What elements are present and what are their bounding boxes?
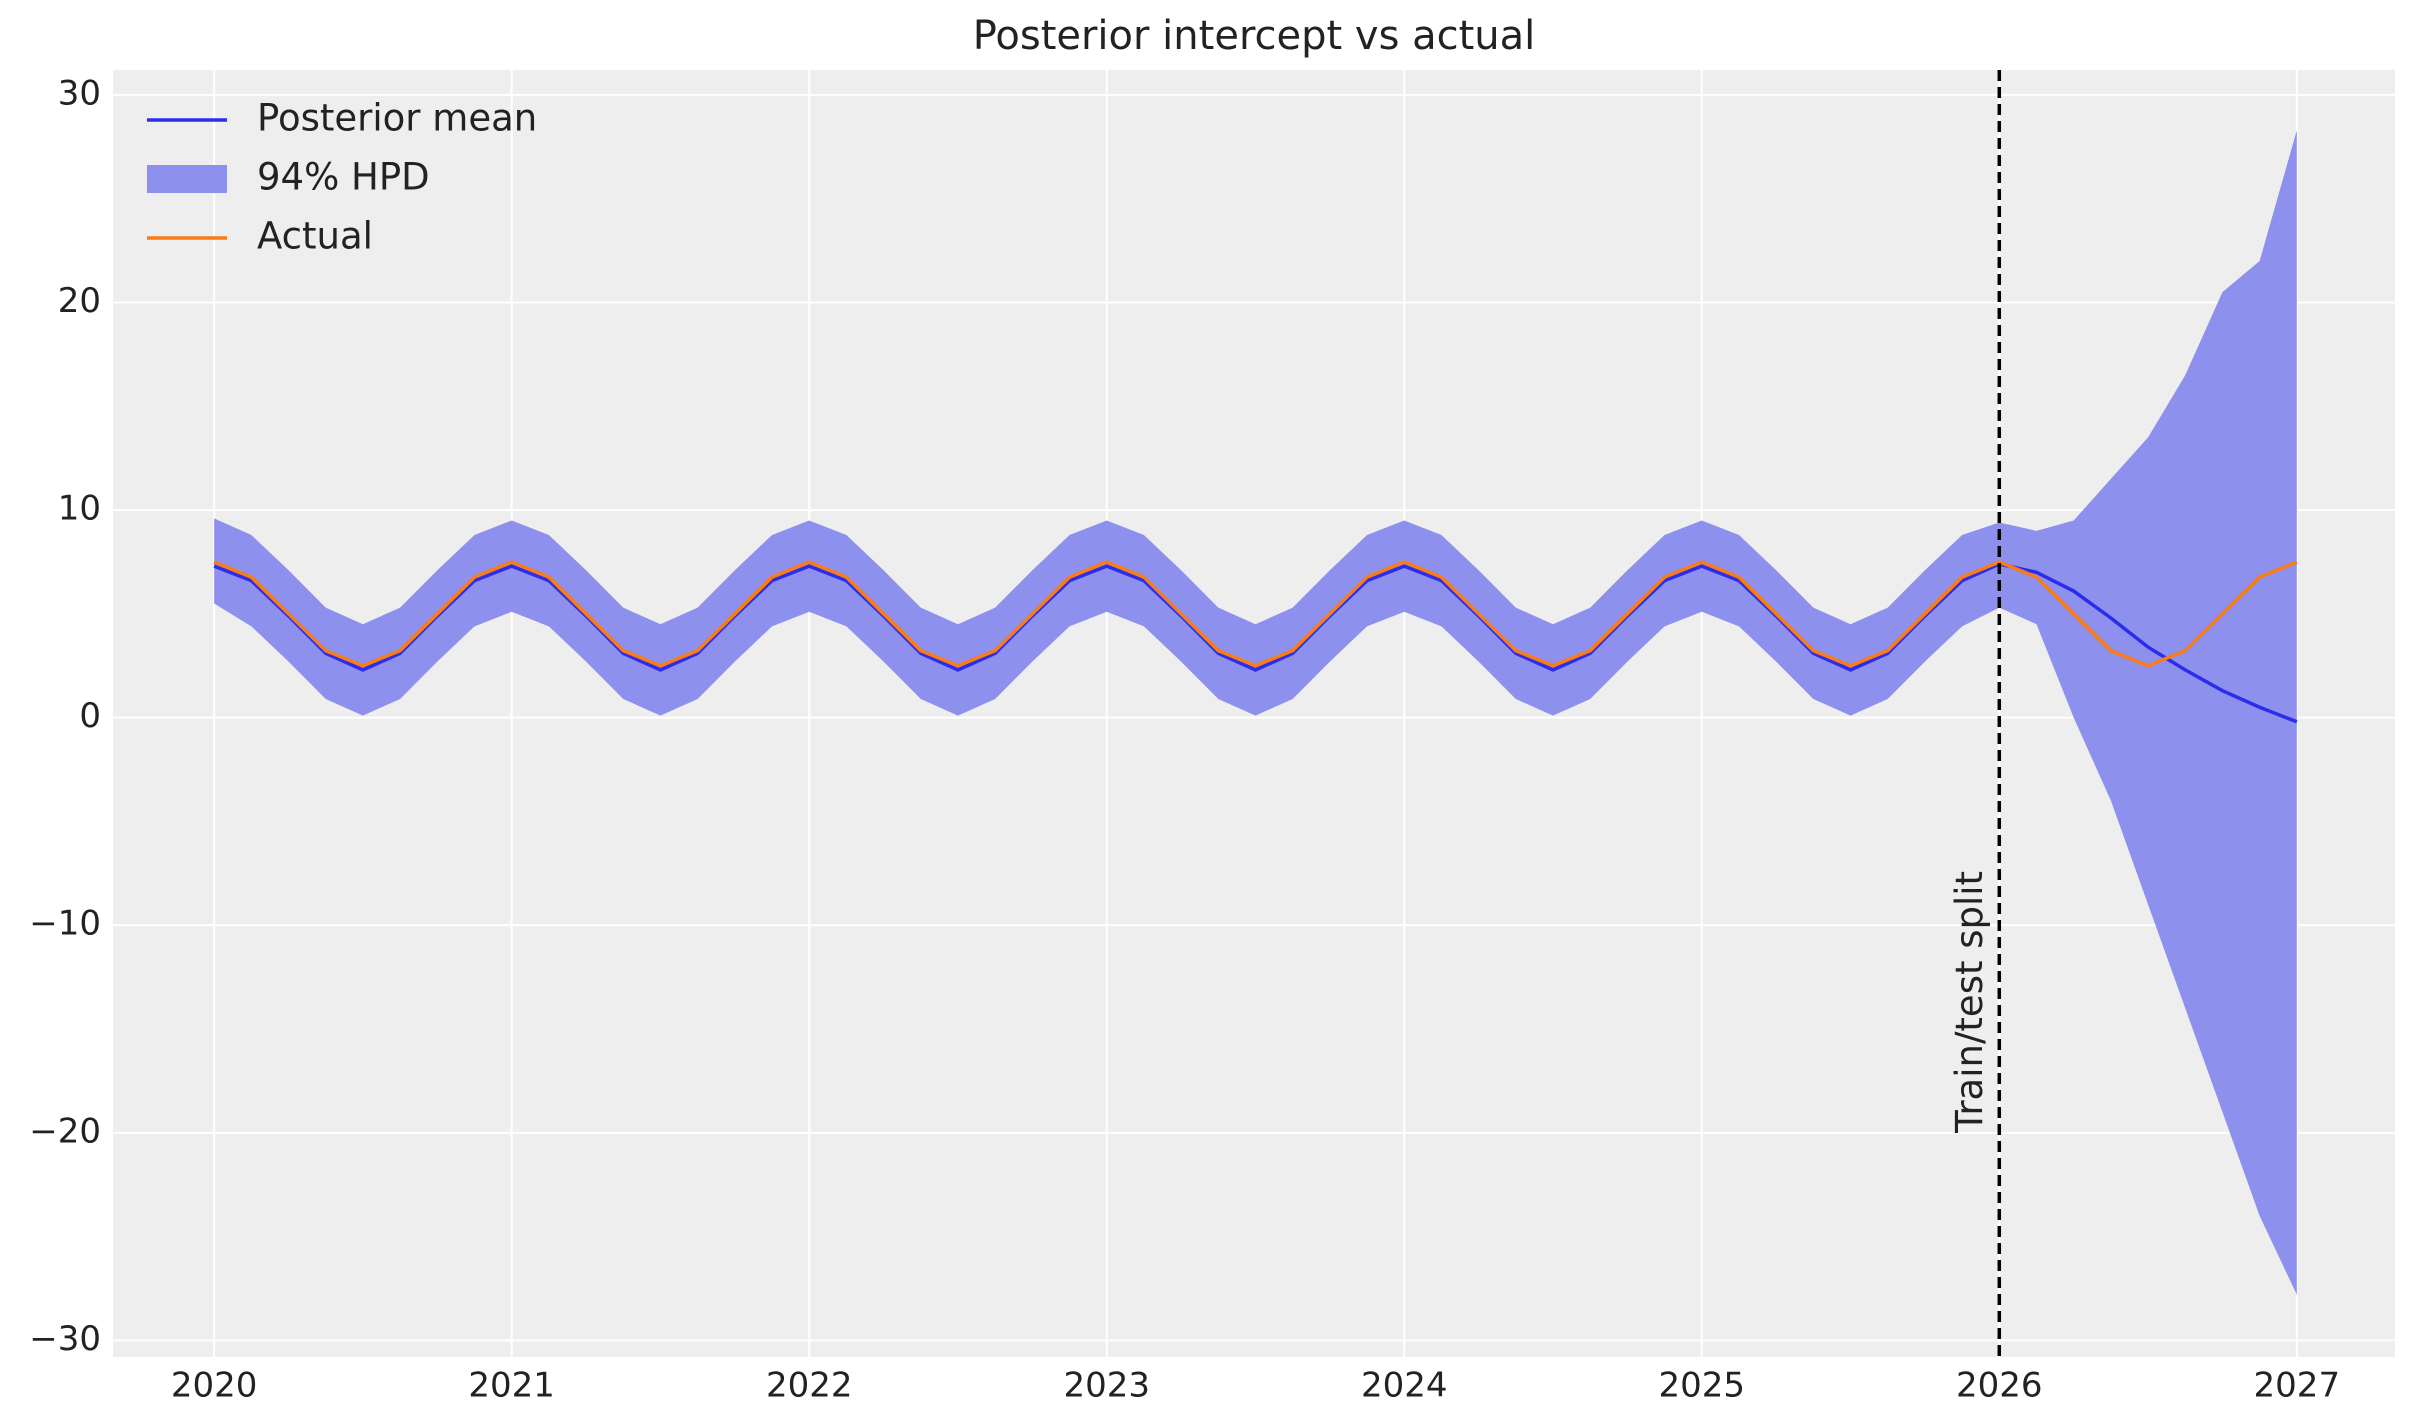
legend-label: Posterior mean (257, 97, 537, 140)
x-tick-label: 2025 (1659, 1366, 1746, 1406)
x-tick-label: 2024 (1361, 1366, 1448, 1406)
y-tick-label: 20 (58, 281, 101, 321)
x-tick-label: 2026 (1956, 1366, 2043, 1406)
series-line (213, 560, 2298, 668)
legend-label: 94% HPD (257, 156, 430, 199)
y-tick-label: −20 (29, 1111, 101, 1151)
x-tick-label: 2027 (2254, 1366, 2341, 1406)
chart-title: Posterior intercept vs actual (973, 13, 1536, 59)
hpd-band (214, 130, 2297, 1295)
legend-label: Actual (257, 215, 373, 258)
x-tick-label: 2022 (766, 1366, 853, 1406)
y-tick-label: 10 (58, 489, 101, 529)
legend-swatch (147, 165, 227, 193)
y-tick-label: 30 (58, 73, 101, 113)
annotation: Train/test split (1948, 871, 1991, 1134)
series-line (213, 562, 2298, 724)
x-tick-label: 2021 (468, 1366, 555, 1406)
x-tick-label: 2023 (1063, 1366, 1150, 1406)
x-tick-label: 2020 (171, 1366, 258, 1406)
y-tick-label: −10 (29, 904, 101, 944)
y-tick-label: −30 (29, 1319, 101, 1359)
y-tick-label: 0 (79, 696, 101, 736)
